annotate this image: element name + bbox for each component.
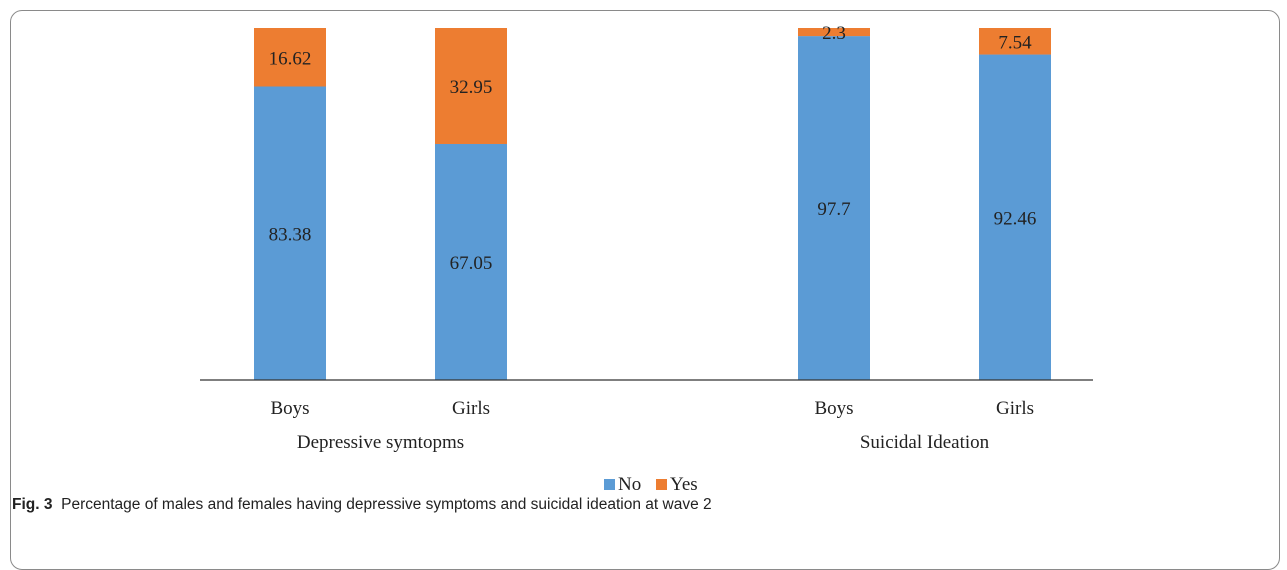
figure-caption-text: Percentage of males and females having d… [61, 496, 712, 513]
bar-no-0 [254, 86, 326, 380]
data-label-no-3: 92.46 [994, 208, 1037, 229]
category-label-3: Girls [996, 398, 1034, 419]
stacked-bar-chart: 83.38 16.62 Boys 67.05 32.95 Girls 97.7 2.3 Boys… [200, 23, 1093, 490]
data-label-yes-1: 32.95 [450, 77, 493, 98]
bar-yes-3 [979, 28, 1051, 55]
figure-label: Fig. 3 [12, 496, 53, 513]
data-label-yes-2: 2.3 [822, 23, 846, 44]
data-label-yes-0: 16.62 [269, 48, 312, 69]
legend-label-yes: Yes [670, 474, 698, 490]
labels-layer: 83.38 16.62 Boys 67.05 32.95 Girls 97.7 2.3 Boys… [269, 23, 1037, 453]
category-label-1: Girls [452, 398, 490, 419]
bars-layer [254, 28, 1051, 380]
figure-caption: Fig. 3 Percentage of males and females h… [12, 496, 1272, 514]
data-label-no-1: 67.05 [450, 253, 493, 274]
group-label-1: Suicidal Ideation [860, 432, 990, 453]
bar-no-2 [798, 36, 870, 380]
bar-no-1 [435, 143, 507, 380]
data-label-no-2: 97.7 [817, 199, 850, 220]
legend-label-no: No [618, 474, 641, 490]
data-label-no-0: 83.38 [269, 224, 312, 245]
bar-no-3 [979, 54, 1051, 380]
category-label-2: Boys [814, 398, 853, 419]
bar-yes-1 [435, 28, 507, 144]
bar-yes-2 [798, 28, 870, 37]
category-label-0: Boys [270, 398, 309, 419]
legend-swatch-yes [656, 479, 667, 490]
legend: No Yes [604, 474, 698, 490]
group-label-0: Depressive symtopms [297, 432, 464, 453]
legend-swatch-no [604, 479, 615, 490]
data-label-yes-3: 7.54 [998, 32, 1032, 53]
bar-yes-0 [254, 28, 326, 87]
